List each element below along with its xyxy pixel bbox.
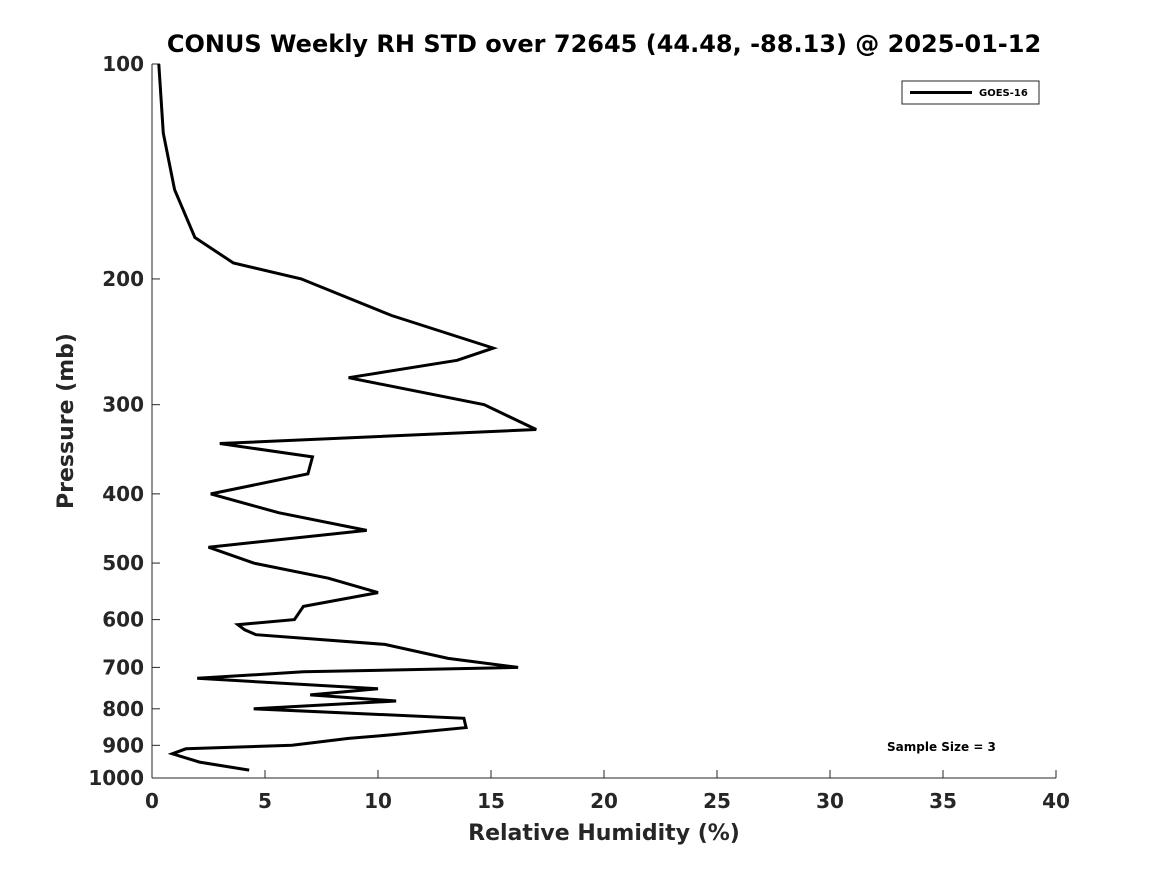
legend: GOES-16 (901, 80, 1040, 105)
x-tick-label-2: 10 (364, 789, 392, 813)
y-tick-label-8: 900 (102, 733, 144, 757)
series-line-goes-16 (157, 63, 537, 772)
y-ticks: 100 200 300 400 500 600 700 800 900 1000 (88, 52, 160, 790)
series-group (157, 63, 537, 772)
x-tick-label-3: 15 (477, 789, 505, 813)
y-tick-label-5: 600 (102, 608, 144, 632)
x-tick-label-4: 20 (590, 789, 618, 813)
x-ticks: 0 5 10 15 20 25 30 35 40 (145, 770, 1070, 813)
x-tick-label-0: 0 (145, 789, 159, 813)
y-tick-label-6: 700 (102, 655, 144, 679)
x-axis-label: Relative Humidity (%) (468, 821, 740, 846)
x-tick-label-8: 40 (1042, 789, 1070, 813)
y-tick-label-1: 200 (102, 267, 144, 291)
y-tick-label-3: 400 (102, 482, 144, 506)
x-tick-label-7: 35 (929, 789, 957, 813)
y-tick-label-7: 800 (102, 697, 144, 721)
axes (151, 64, 1056, 779)
x-tick-label-5: 25 (703, 789, 731, 813)
y-axis-label: Pressure (mb) (54, 333, 79, 509)
y-tick-label-9: 1000 (88, 766, 144, 790)
x-tick-label-6: 30 (816, 789, 844, 813)
chart-title: CONUS Weekly RH STD over 72645 (44.48, -… (167, 30, 1041, 58)
sample-size-annotation: Sample Size = 3 (887, 740, 996, 754)
y-tick-label-2: 300 (102, 393, 144, 417)
legend-entry-goes-16: GOES-16 (979, 88, 1028, 99)
y-tick-label-4: 500 (102, 551, 144, 575)
y-tick-label-0: 100 (102, 52, 144, 76)
x-tick-label-1: 5 (258, 789, 272, 813)
